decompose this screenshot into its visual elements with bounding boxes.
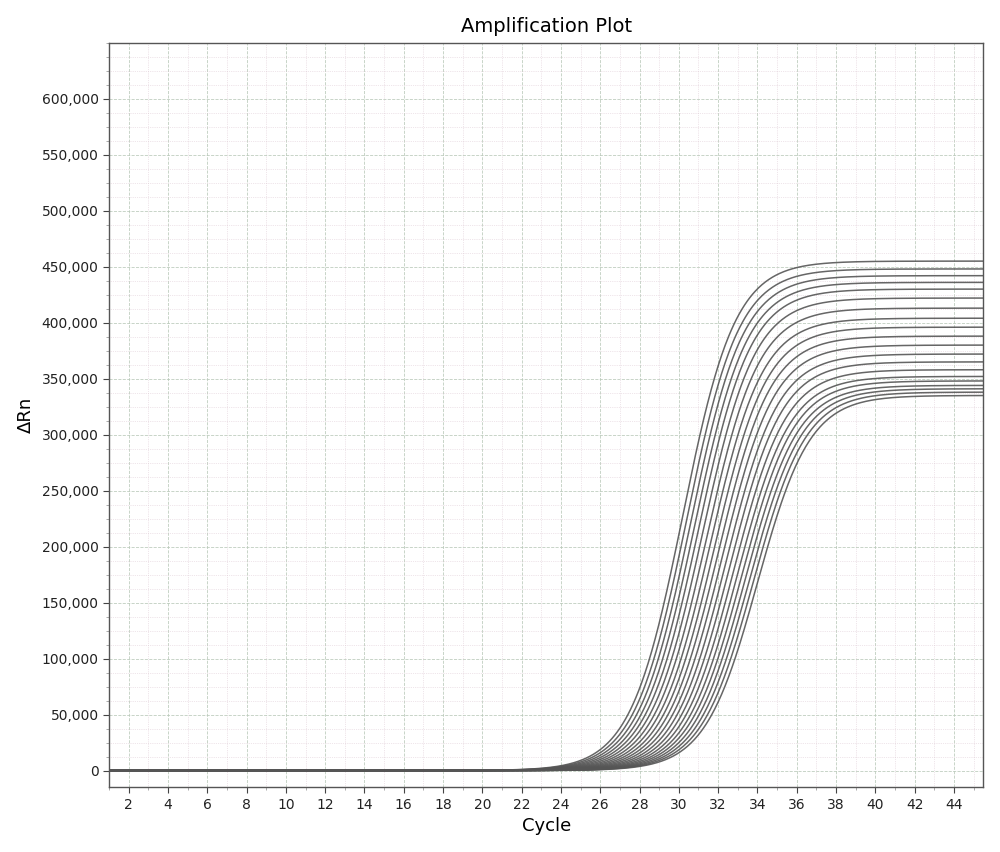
X-axis label: Cycle: Cycle: [522, 817, 571, 835]
Y-axis label: ΔRn: ΔRn: [17, 397, 35, 433]
Title: Amplification Plot: Amplification Plot: [461, 17, 632, 36]
